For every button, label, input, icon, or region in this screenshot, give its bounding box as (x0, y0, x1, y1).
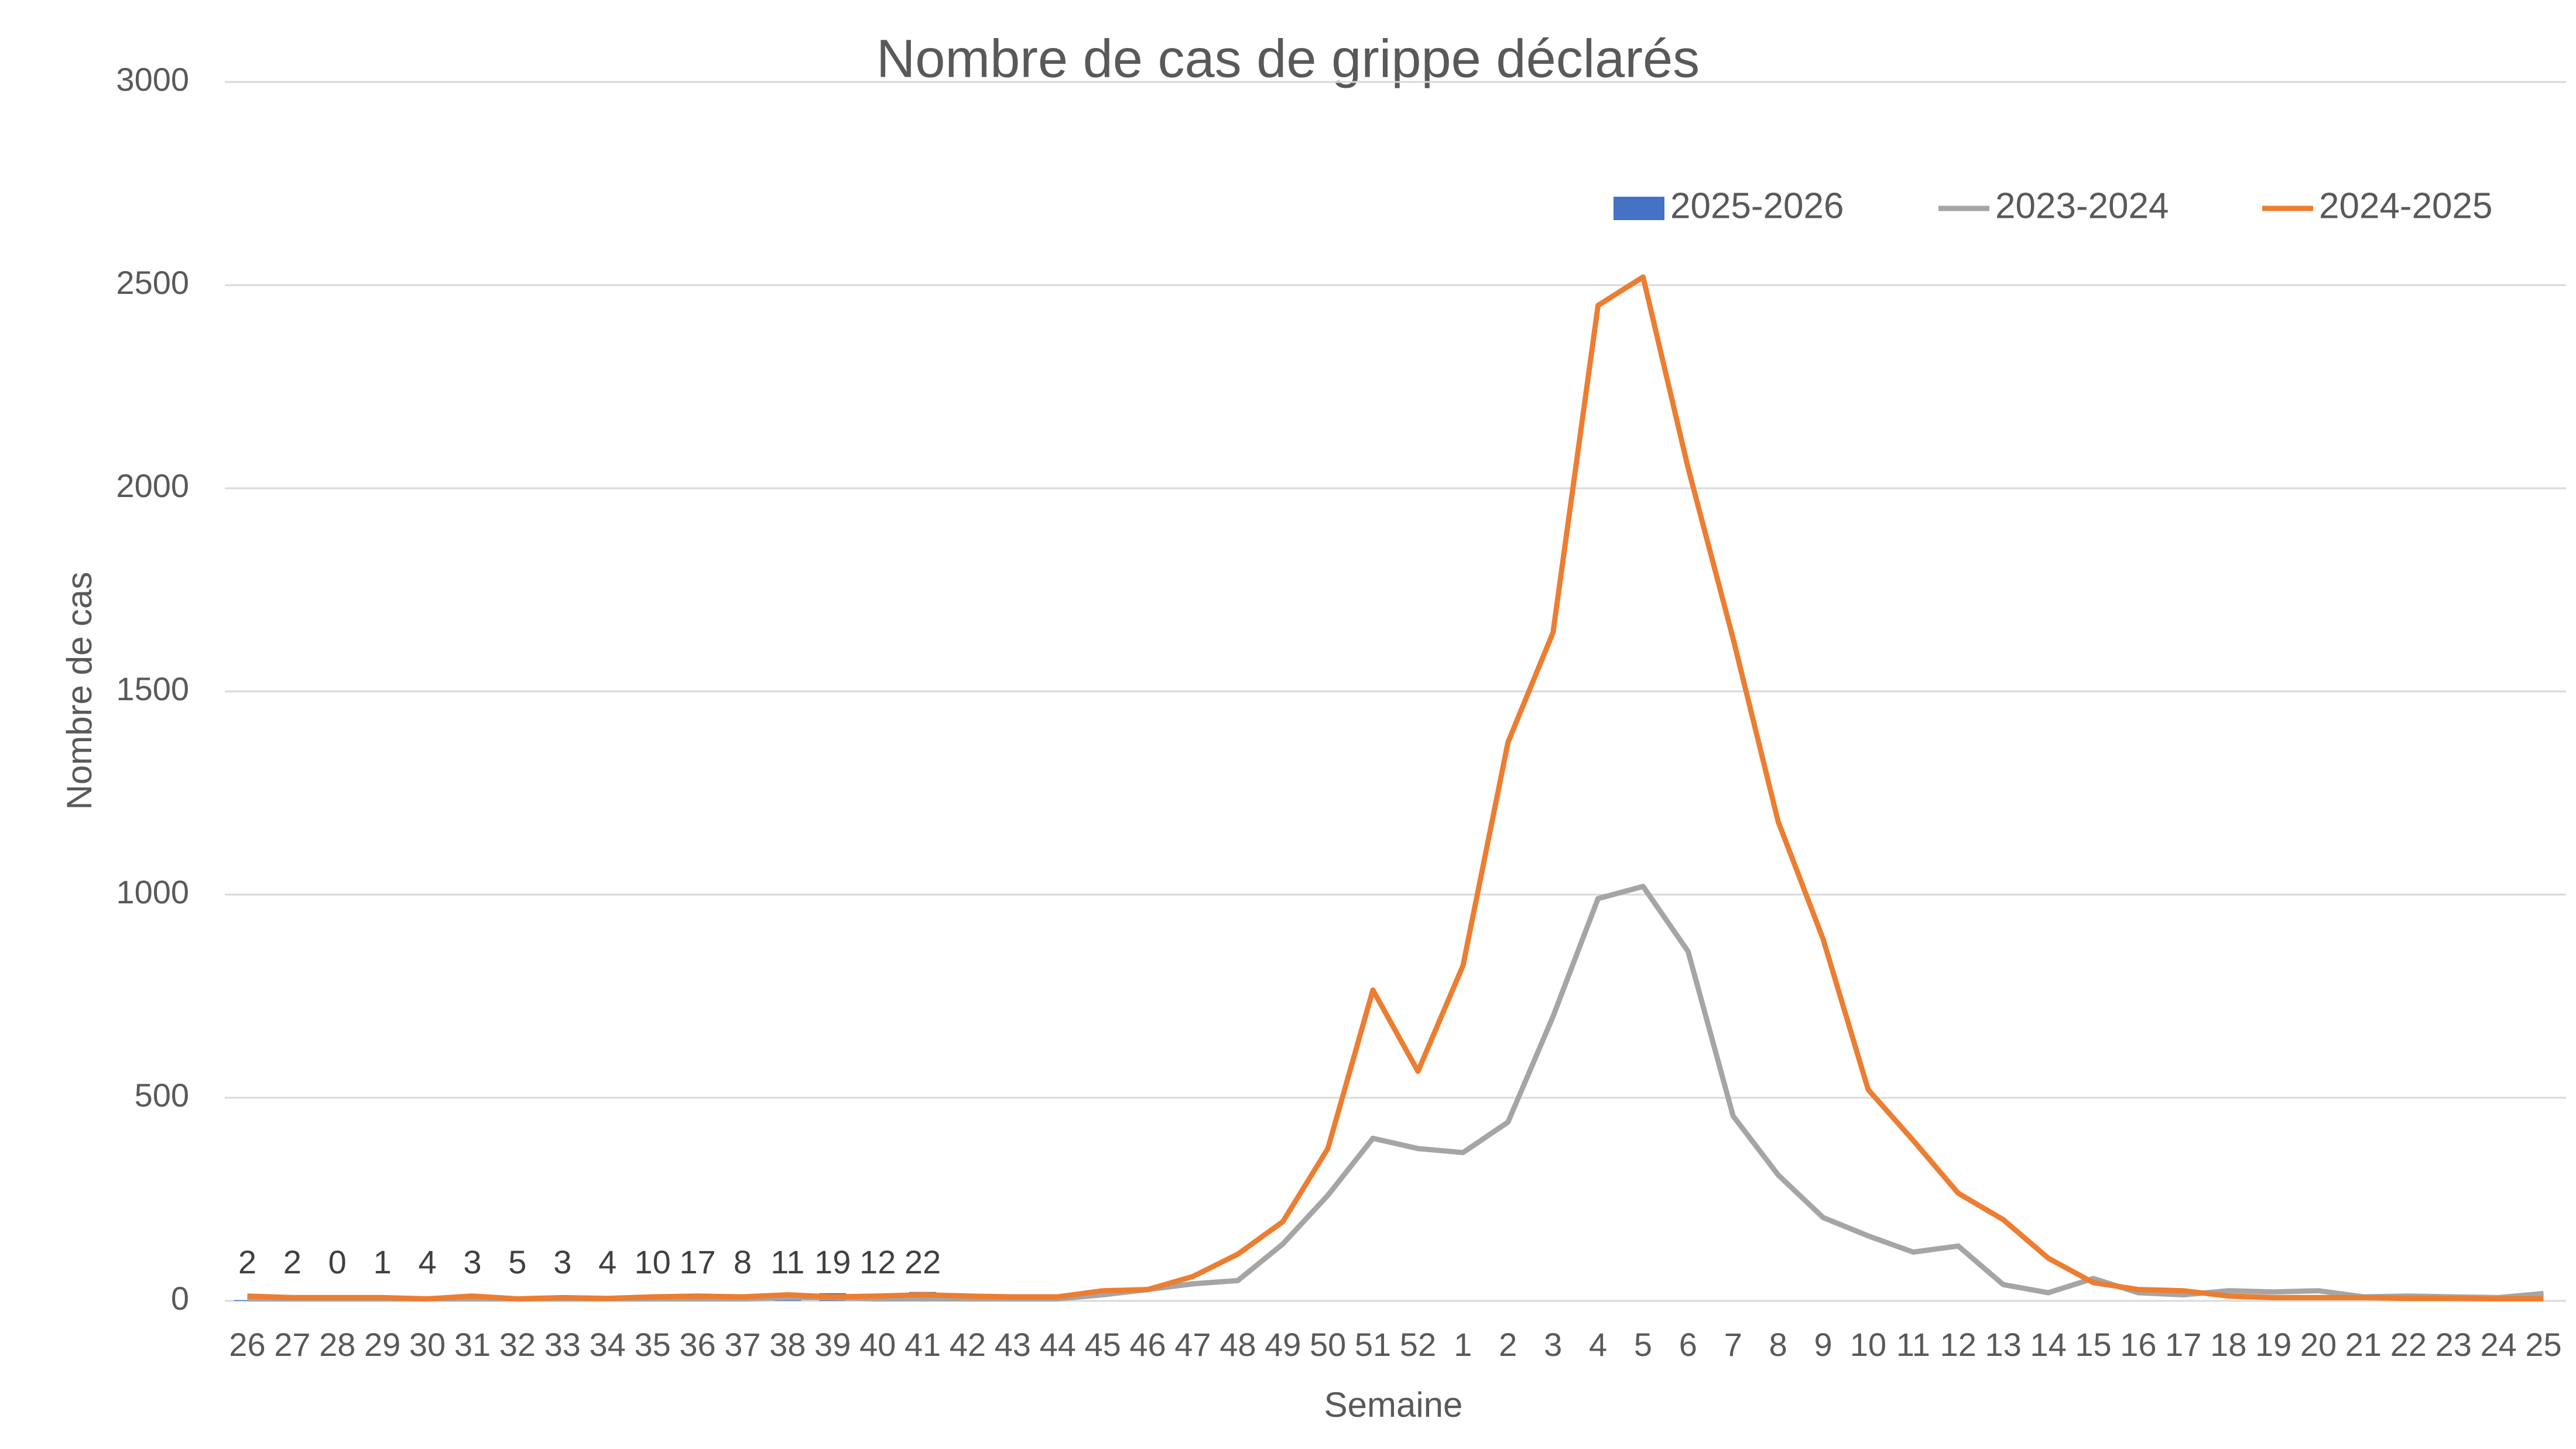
x-tick-label: 33 (544, 1326, 581, 1363)
y-tick-label: 1000 (116, 873, 189, 910)
data-label: 8 (734, 1244, 752, 1280)
x-tick-label: 10 (1850, 1326, 1886, 1363)
x-tick-label: 43 (995, 1326, 1031, 1363)
data-label: 1 (374, 1244, 392, 1280)
x-tick-label: 13 (1985, 1326, 2022, 1363)
x-tick-label: 35 (634, 1326, 670, 1363)
data-label: 3 (553, 1244, 571, 1280)
x-tick-label: 47 (1174, 1326, 1211, 1363)
x-tick-label: 19 (2255, 1326, 2291, 1363)
x-tick-label: 51 (1355, 1326, 1391, 1363)
x-tick-label: 7 (1724, 1326, 1742, 1363)
y-tick-label: 3000 (116, 61, 189, 98)
x-tick-label: 8 (1769, 1326, 1787, 1363)
x-tick-label: 25 (2525, 1326, 2561, 1363)
data-label: 2 (238, 1244, 256, 1280)
x-tick-label: 18 (2210, 1326, 2246, 1363)
x-tick-label: 50 (1310, 1326, 1346, 1363)
x-tick-label: 12 (1940, 1326, 1976, 1363)
y-tick-label: 1500 (116, 670, 189, 707)
data-label: 4 (598, 1244, 616, 1280)
y-tick-label: 2000 (116, 467, 189, 504)
data-label: 22 (905, 1244, 941, 1280)
data-label: 19 (814, 1244, 851, 1280)
data-label: 3 (463, 1244, 481, 1280)
legend-label: 2025-2026 (1670, 186, 1844, 226)
x-tick-label: 20 (2300, 1326, 2337, 1363)
x-tick-label: 21 (2345, 1326, 2382, 1363)
x-tick-label: 37 (724, 1326, 761, 1363)
x-tick-label: 39 (814, 1326, 851, 1363)
x-tick-label: 38 (769, 1326, 806, 1363)
y-axis-title: Nombre de cas (60, 572, 99, 810)
legend-label: 2024-2025 (2319, 186, 2493, 226)
x-tick-label: 23 (2435, 1326, 2472, 1363)
data-label: 4 (418, 1244, 436, 1280)
x-tick-label: 44 (1040, 1326, 1076, 1363)
x-tick-label: 40 (859, 1326, 896, 1363)
x-tick-label: 48 (1220, 1326, 1256, 1363)
data-label: 11 (770, 1244, 804, 1280)
x-tick-label: 16 (2120, 1326, 2156, 1363)
y-tick-label: 0 (171, 1280, 189, 1317)
x-tick-label: 26 (229, 1326, 265, 1363)
x-tick-label: 1 (1454, 1326, 1472, 1363)
x-tick-label: 11 (1896, 1326, 1930, 1363)
x-tick-label: 31 (454, 1326, 491, 1363)
x-tick-label: 3 (1544, 1326, 1562, 1363)
x-tick-label: 14 (2030, 1326, 2066, 1363)
y-tick-label: 500 (135, 1077, 189, 1114)
y-tick-label: 2500 (116, 264, 189, 301)
legend-label: 2023-2024 (1995, 186, 2169, 226)
x-tick-label: 5 (1634, 1326, 1652, 1363)
x-tick-label: 17 (2165, 1326, 2201, 1363)
x-tick-label: 46 (1129, 1326, 1166, 1363)
x-tick-label: 41 (905, 1326, 941, 1363)
x-tick-label: 4 (1589, 1326, 1607, 1363)
x-tick-label: 22 (2390, 1326, 2427, 1363)
x-tick-label: 9 (1814, 1326, 1832, 1363)
x-tick-label: 45 (1084, 1326, 1121, 1363)
line-series (247, 274, 2544, 1301)
x-tick-label: 24 (2480, 1326, 2516, 1363)
x-tick-label: 52 (1400, 1326, 1436, 1363)
x-tick-label: 49 (1265, 1326, 1301, 1363)
data-label: 12 (859, 1244, 896, 1280)
x-tick-label: 32 (499, 1326, 536, 1363)
chart-title: Nombre de cas de grippe déclarés (876, 29, 1700, 88)
data-label: 17 (679, 1244, 715, 1280)
x-axis-title: Semaine (1324, 1385, 1463, 1424)
data-label: 10 (634, 1244, 670, 1280)
x-tick-label: 36 (679, 1326, 715, 1363)
data-label: 0 (328, 1244, 347, 1280)
x-tick-label: 15 (2075, 1326, 2111, 1363)
line-series (247, 883, 2544, 1301)
x-tick-label: 2 (1499, 1326, 1517, 1363)
data-label: 2 (283, 1244, 302, 1280)
data-label: 5 (508, 1244, 526, 1280)
x-tick-label: 28 (319, 1326, 355, 1363)
bar (234, 1300, 261, 1301)
x-tick-label: 34 (590, 1326, 626, 1363)
legend-swatch (1614, 197, 1664, 220)
x-tick-label: 42 (950, 1326, 986, 1363)
x-tick-label: 30 (409, 1326, 446, 1363)
x-tick-label: 27 (274, 1326, 310, 1363)
x-tick-label: 29 (364, 1326, 400, 1363)
x-tick-label: 6 (1679, 1326, 1697, 1363)
